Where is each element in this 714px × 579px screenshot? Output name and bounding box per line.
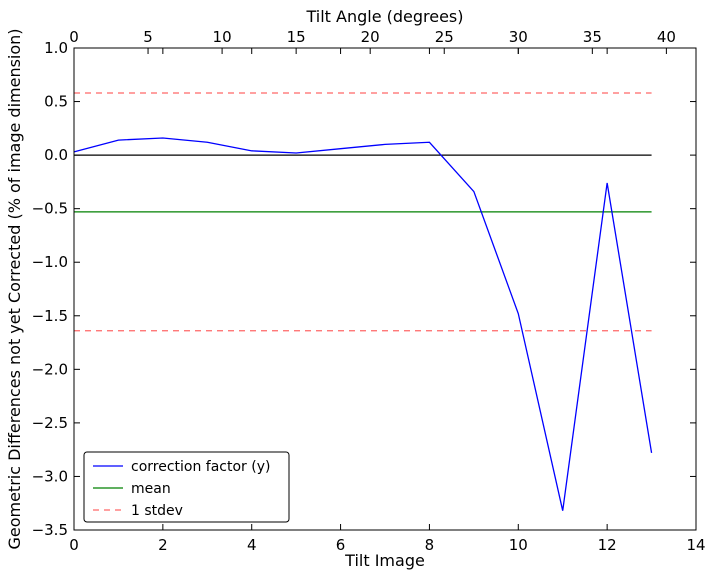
x2-tick-label: 30 <box>509 28 528 46</box>
x2-tick-label: 40 <box>657 28 676 46</box>
x-tick-label: 6 <box>336 536 346 554</box>
y-axis-title: Geometric Differences not yet Corrected … <box>5 28 24 549</box>
legend-box <box>83 451 290 523</box>
legend-label-mean: mean <box>131 481 171 497</box>
legend: correction factor (y) mean 1 stdev <box>83 451 290 523</box>
series-layer <box>73 92 653 511</box>
y-tick-label: −1.0 <box>32 253 68 271</box>
plot-frame <box>73 47 697 531</box>
series-line-correction-factor <box>73 137 653 511</box>
y-tick-label: −1.5 <box>32 307 68 325</box>
x2-tick-label: 35 <box>583 28 602 46</box>
x-tick-label: 12 <box>598 536 617 554</box>
y-tick-label: −3.5 <box>32 521 68 539</box>
legend-label-stdev: 1 stdev <box>131 503 183 519</box>
x2-axis-title: Tilt Angle (degrees) <box>305 7 463 26</box>
x-tick-label: 2 <box>158 536 168 554</box>
x-tick-label: 10 <box>509 536 528 554</box>
x-tick-label: 8 <box>425 536 435 554</box>
ticks-layer: 0 2 4 6 8 10 12 14 0 5 10 15 20 25 30 35 40 −3.5 −3.0 −2.5 −… <box>32 28 706 554</box>
y-tick-label: 0.5 <box>44 93 68 111</box>
y-tick-label: 0.0 <box>44 146 68 164</box>
x2-tick-label: 15 <box>287 28 306 46</box>
x-tick-label: 0 <box>69 536 79 554</box>
x2-tick-label: 5 <box>143 28 153 46</box>
x-tick-label: 14 <box>686 536 705 554</box>
y-tick-label: 1.0 <box>44 39 68 57</box>
x2-tick-label: 0 <box>69 28 79 46</box>
x2-tick-label: 10 <box>213 28 232 46</box>
x2-tick-label: 20 <box>361 28 380 46</box>
x-tick-label: 4 <box>247 536 257 554</box>
y-tick-label: −3.0 <box>32 467 68 485</box>
y-tick-label: −2.0 <box>32 360 68 378</box>
x-axis-title: Tilt Image <box>344 551 425 570</box>
legend-label-correction: correction factor (y) <box>131 459 270 475</box>
y-tick-label: −0.5 <box>32 200 68 218</box>
x2-tick-label: 25 <box>435 28 454 46</box>
y-tick-label: −2.5 <box>32 414 68 432</box>
